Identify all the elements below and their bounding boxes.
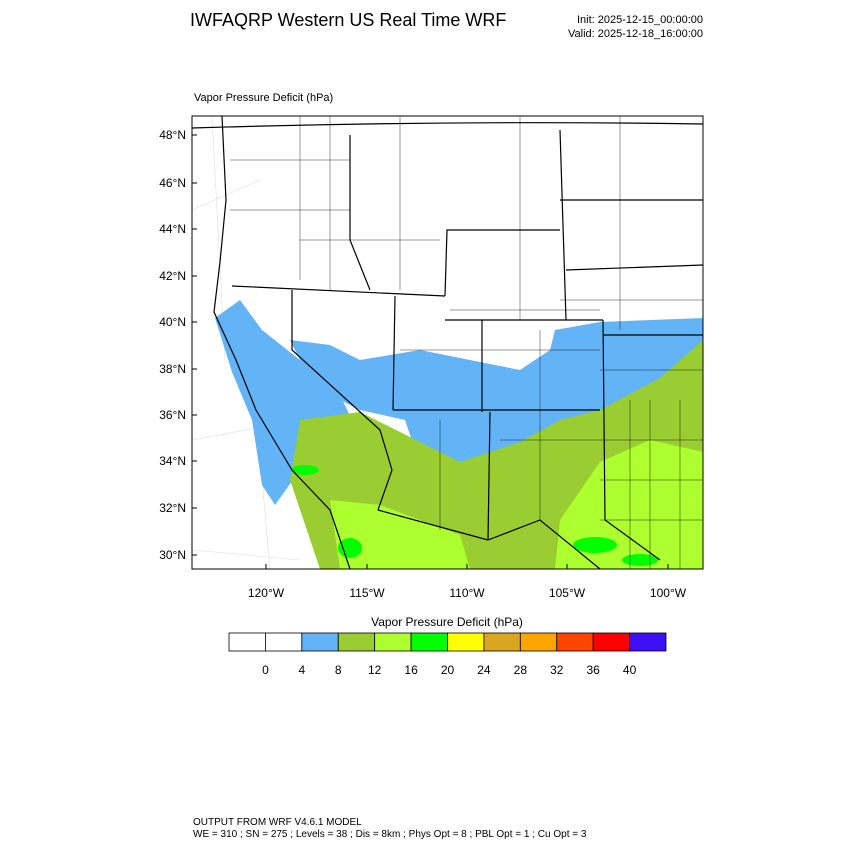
state-borders [192, 116, 703, 569]
lon-label: 100°W [650, 586, 687, 600]
lat-label: 34°N [159, 454, 186, 468]
vpd-12-16 [555, 440, 703, 569]
lat-label: 30°N [159, 548, 186, 562]
map-frame [191, 115, 704, 570]
lat-label: 48°N [159, 128, 186, 142]
colorbar-box [301, 632, 339, 652]
field-label: Vapor Pressure Deficit (hPa) [194, 92, 333, 104]
footer-line: WE = 310 ; SN = 275 ; Levels = 38 ; Dis … [193, 829, 587, 840]
map-area [192, 116, 703, 569]
colorbar-box [483, 632, 521, 652]
lon-label: 115°W [349, 586, 385, 600]
vpd-4-8-coast [215, 300, 352, 505]
colorbar-box [556, 632, 594, 652]
lat-label: 36°N [159, 408, 186, 422]
colorbar-title: Vapor Pressure Deficit (hPa) [371, 615, 523, 629]
colorbar-label: 36 [586, 663, 600, 677]
colorbar-box [410, 632, 448, 652]
lat-label: 44°N [159, 222, 186, 236]
colorbar-label: 28 [514, 663, 528, 677]
lat-label: 42°N [159, 269, 186, 283]
colorbar-label: 32 [550, 663, 564, 677]
colorbar-label: 20 [441, 663, 455, 677]
colorbar-box [337, 632, 376, 652]
lon-label: 120°W [248, 586, 285, 600]
lon-label: 110°W [449, 586, 485, 600]
title: IWFAQRP Western US Real Time WRF [190, 10, 506, 30]
lat-label: 38°N [159, 362, 186, 376]
colorbar-label: 40 [623, 663, 637, 677]
colorbar-label: 0 [262, 663, 269, 677]
colorbar-box [519, 632, 558, 652]
colorbar-box [374, 632, 412, 652]
colorbar-box [592, 632, 630, 652]
colorbar-label: 16 [404, 663, 418, 677]
colorbar-box [447, 632, 485, 652]
valid-time: Valid: 2025-12-18_16:00:00 [568, 28, 703, 40]
colorbar-label: 8 [335, 663, 342, 677]
colorbar: 0 4 8 12 16 20 24 28 32 36 40 [228, 632, 667, 677]
colorbar-label: 4 [298, 663, 305, 677]
lon-label: 105°W [549, 586, 586, 600]
colorbar-box [629, 632, 667, 652]
map-ticks: 48°N 46°N 44°N 42°N 40°N 38°N 36°N 34°N 32°N 30°N… [159, 128, 687, 600]
colorbar-box [228, 632, 266, 652]
lat-label: 40°N [159, 315, 186, 329]
colorbar-label: 12 [368, 663, 382, 677]
footer-line: OUTPUT FROM WRF V4.6.1 MODEL [193, 817, 362, 828]
init-time: Init: 2025-12-15_00:00:00 [577, 14, 703, 26]
lat-label: 46°N [159, 176, 186, 190]
lat-label: 32°N [159, 501, 186, 515]
vpd-12-16-sw [330, 500, 470, 569]
colorbar-box [265, 632, 303, 652]
colorbar-label: 24 [477, 663, 491, 677]
